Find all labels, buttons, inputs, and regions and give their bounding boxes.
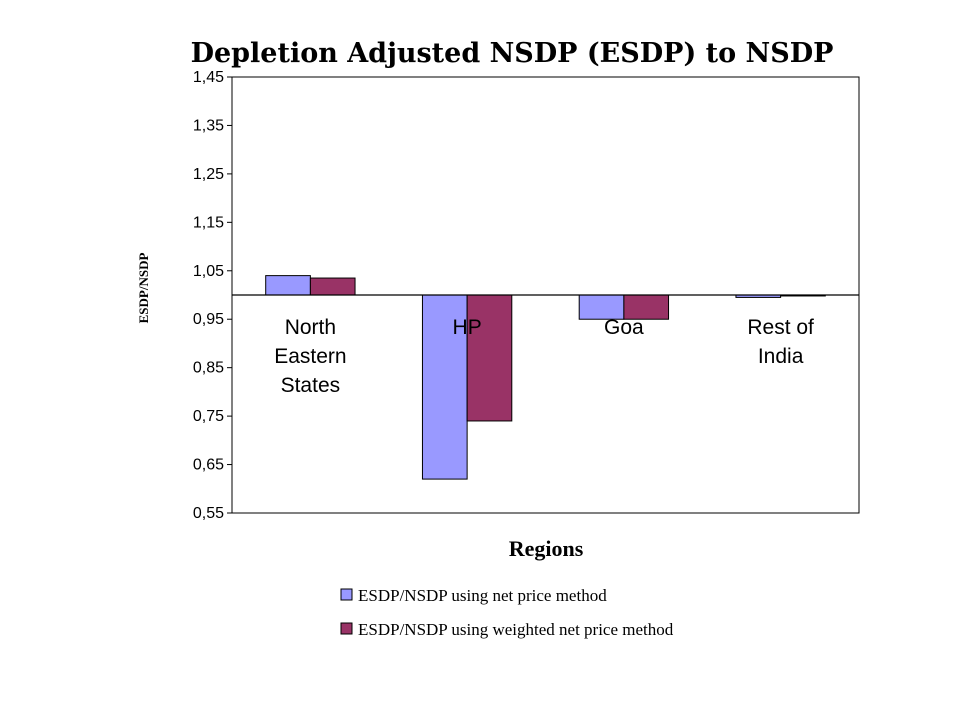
category-label: North bbox=[285, 316, 336, 339]
bars bbox=[265, 275, 826, 480]
y-tick-label: 1,15 bbox=[193, 214, 224, 231]
x-axis-label: Regions bbox=[509, 536, 584, 561]
y-tick-label: 0,65 bbox=[193, 457, 224, 474]
legend-label: ESDP/NSDP using weighted net price metho… bbox=[358, 620, 674, 639]
category-label: Goa bbox=[604, 316, 644, 339]
category-label: Rest of bbox=[747, 316, 814, 339]
y-tick-label: 0,85 bbox=[193, 360, 224, 377]
legend-swatch bbox=[340, 588, 353, 601]
bar bbox=[309, 277, 356, 296]
y-tick-label: 1,05 bbox=[193, 263, 224, 280]
bar bbox=[265, 275, 311, 296]
bar bbox=[578, 294, 625, 320]
category-labels: North Eastern States HP Goa Rest of India bbox=[274, 316, 814, 397]
category-label: Eastern bbox=[274, 345, 346, 368]
bar bbox=[466, 294, 513, 422]
y-tick-label: 1,25 bbox=[193, 166, 224, 183]
category-label: HP bbox=[453, 316, 482, 339]
y-tick-label: 1,45 bbox=[193, 69, 224, 86]
y-tick-label: 0,75 bbox=[193, 408, 224, 425]
y-tick-label: 1,35 bbox=[193, 117, 224, 134]
category-label: States bbox=[281, 374, 341, 397]
legend: ESDP/NSDP using net price method ESDP/NSD… bbox=[340, 586, 674, 639]
y-axis: 1,45 1,35 1,25 1,15 1,05 0,95 0,85 0,75 0,65 0,55 bbox=[193, 69, 232, 522]
legend-swatch bbox=[340, 622, 353, 635]
y-tick-label: 0,95 bbox=[193, 311, 224, 328]
legend-label: ESDP/NSDP using net price method bbox=[358, 586, 607, 605]
chart-title: Depletion Adjusted NSDP (ESDP) to NSDP bbox=[191, 38, 834, 69]
bar bbox=[421, 294, 468, 480]
y-tick-label: 0,55 bbox=[193, 505, 224, 522]
y-axis-label: ESDP/NSDP bbox=[136, 253, 151, 324]
category-label: India bbox=[758, 345, 804, 368]
